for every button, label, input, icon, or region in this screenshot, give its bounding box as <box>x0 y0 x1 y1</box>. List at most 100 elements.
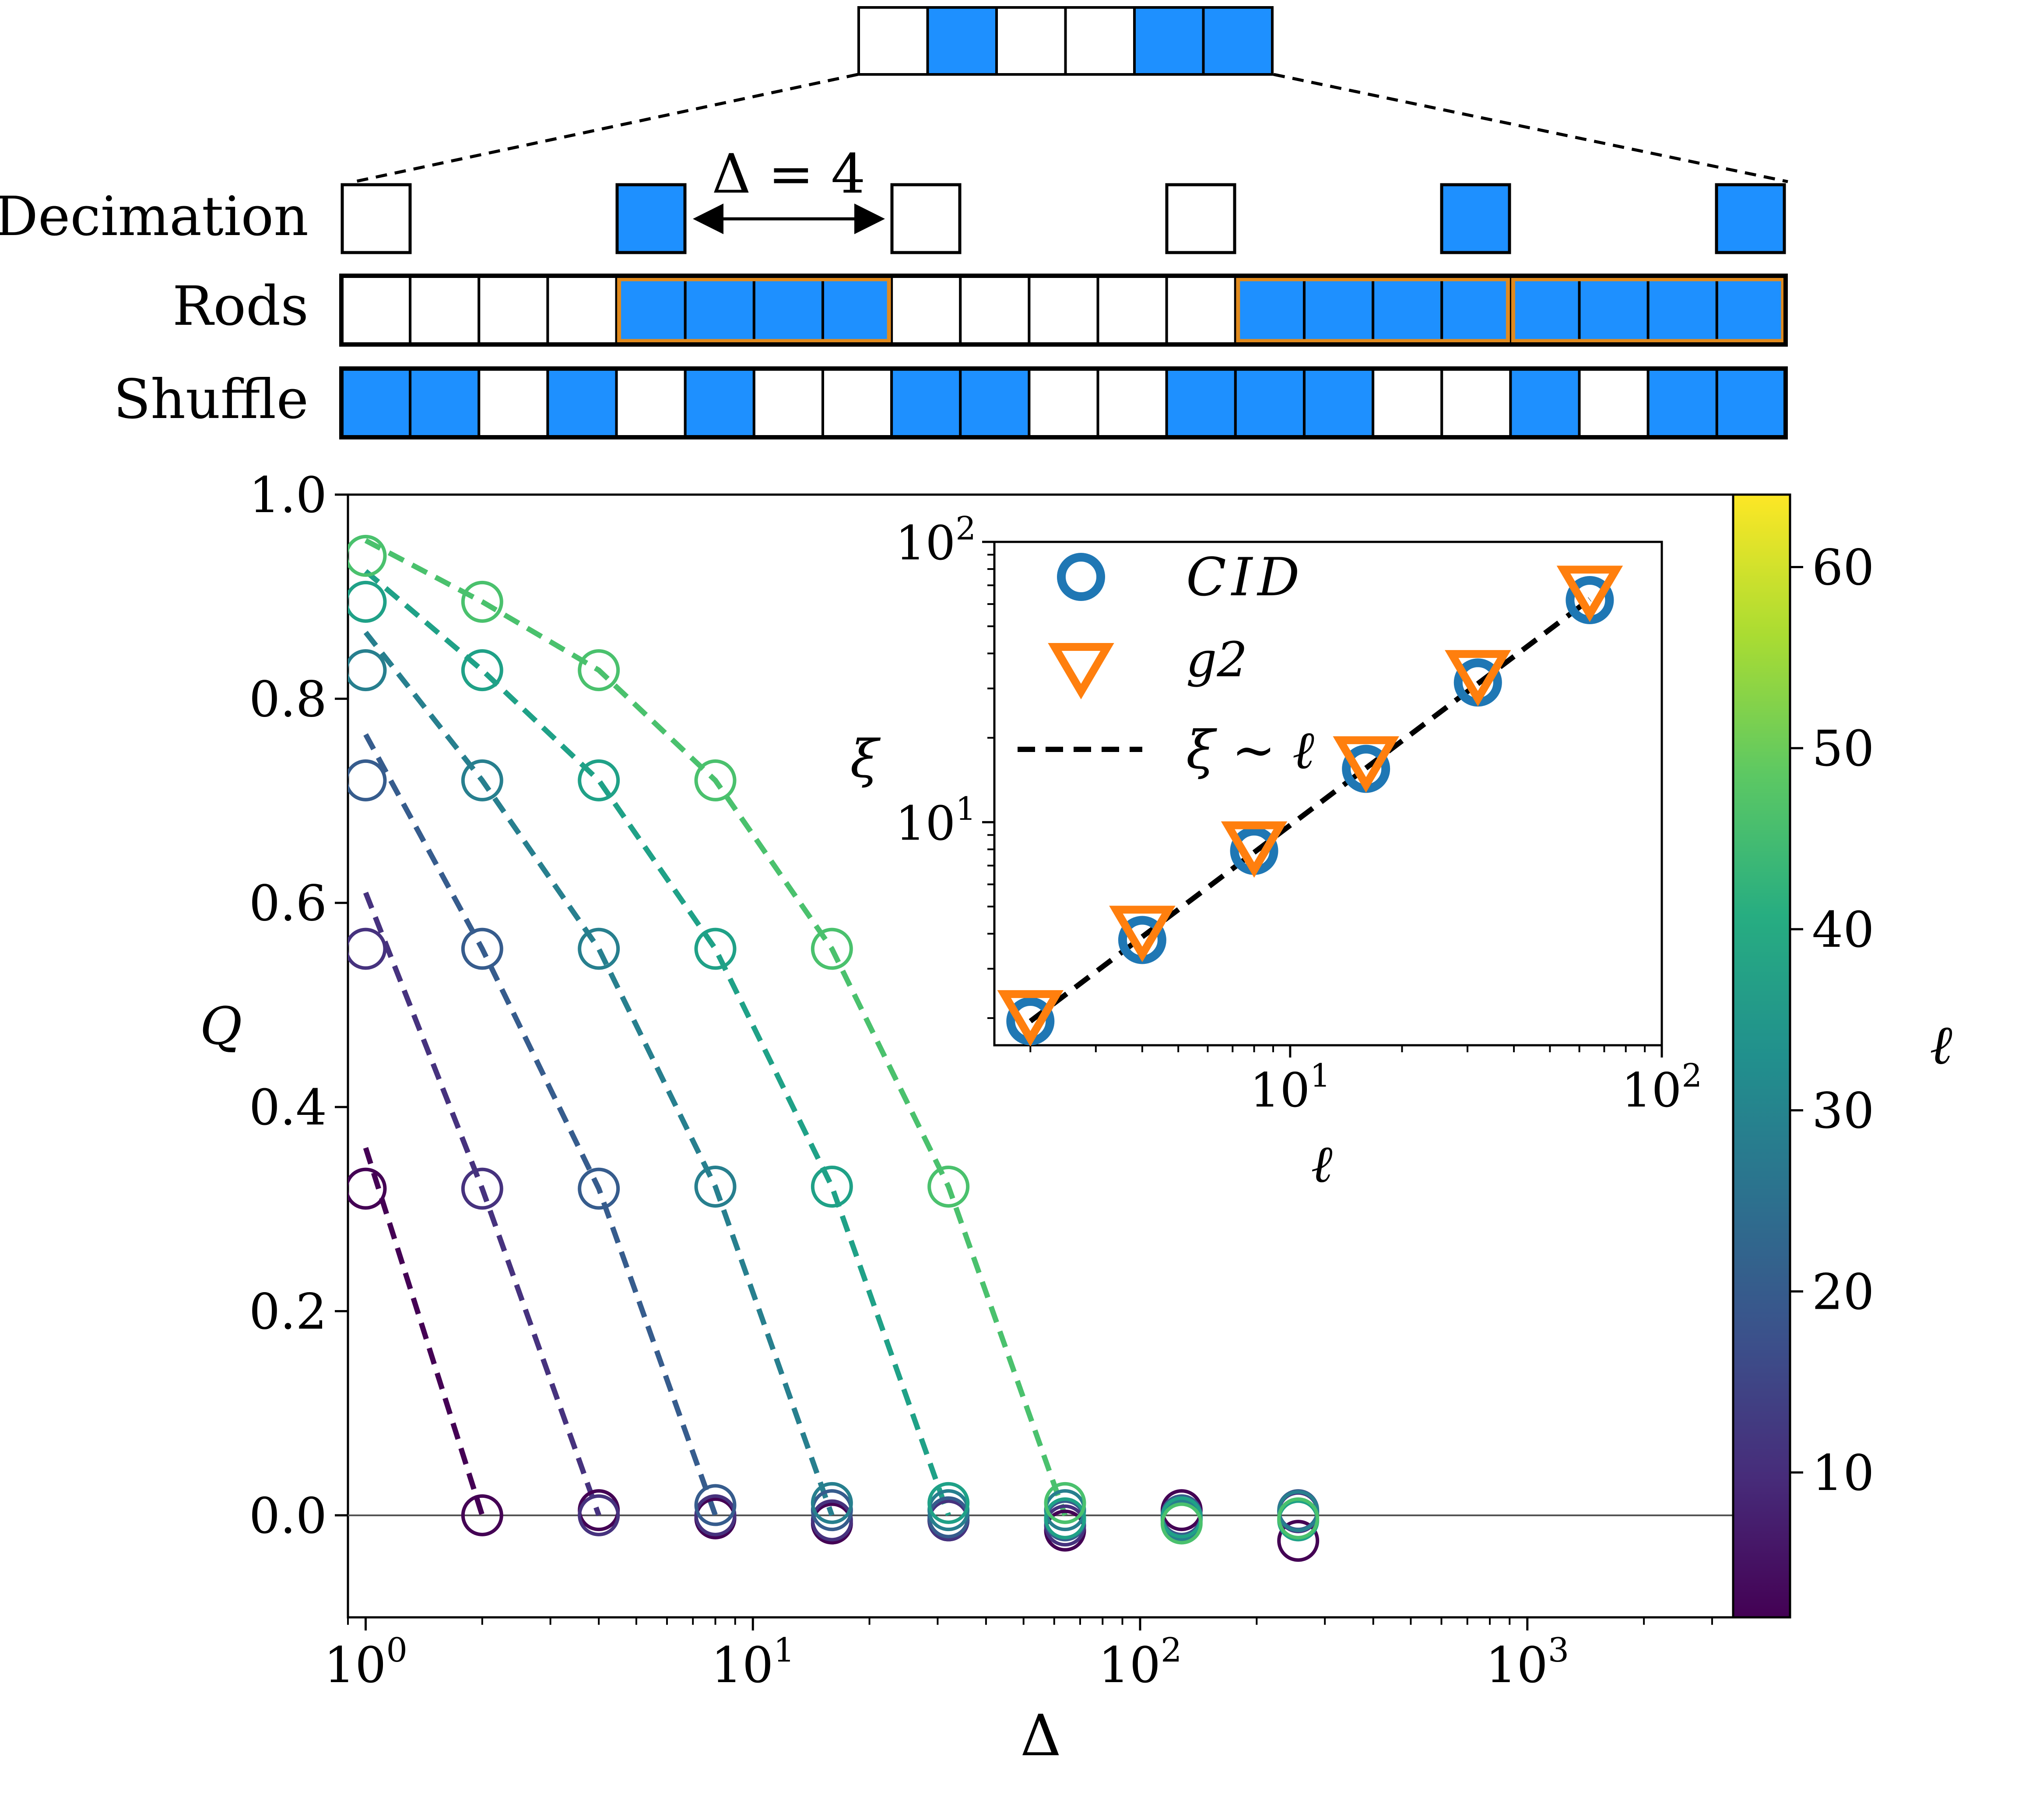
data-point-ell-16 <box>348 649 387 692</box>
rods-cell <box>1234 274 1306 346</box>
data-point-ell-2 <box>348 1167 387 1210</box>
rods-cell <box>752 274 824 346</box>
rods-cell <box>1646 274 1718 346</box>
data-point-ell-2 <box>461 1494 503 1536</box>
data-point-ell-2 <box>1277 1520 1320 1562</box>
data-point-ell-32 <box>348 580 387 623</box>
main-y-tick-label: 1.0 <box>249 467 327 524</box>
shuffle-cell <box>1715 367 1787 439</box>
inset-y-axis-label: ξ <box>850 729 881 789</box>
main-x-tick-label: 102 <box>1099 1630 1182 1694</box>
data-point-ell-32 <box>461 649 503 692</box>
decimation-cell <box>615 183 687 254</box>
colorbar: 10 20 30 40 50 60 ℓ <box>1732 493 1952 1619</box>
colorbar-gradient <box>1732 493 1791 1619</box>
rods-cell <box>1440 274 1512 346</box>
zoom-line-right <box>1273 73 1788 183</box>
legend-label-scaling: ξ ∼ ℓ <box>1186 720 1314 781</box>
main-y-tick-label: 0.6 <box>249 875 327 932</box>
fit-curve-ell-32 <box>364 569 951 1516</box>
main-x-tick-label: 103 <box>1485 1630 1569 1694</box>
fit-curve-ell-16 <box>363 631 835 1516</box>
rod-outline <box>1511 277 1785 343</box>
data-point-ell-16 <box>461 759 503 801</box>
legend-label-cid: CID <box>1186 547 1305 608</box>
colorbar-tick-label: 20 <box>1812 1264 1875 1321</box>
inset-g2-point <box>1445 650 1511 706</box>
rods-cell <box>409 274 481 346</box>
data-point-ell-64 <box>811 928 853 970</box>
top-cell <box>926 6 998 76</box>
inset-g2-point <box>997 990 1064 1047</box>
zoom-lines <box>354 73 1788 183</box>
rods-cell <box>1028 274 1099 346</box>
data-point-ell-64 <box>927 1165 970 1208</box>
shuffle-row <box>339 366 1788 439</box>
main-y-ticks: 0.0 0.2 0.4 0.6 0.8 1.0 <box>249 467 348 1545</box>
shuffle-cell <box>1646 367 1718 439</box>
shuffle-cell <box>615 367 687 439</box>
shuffle-cell <box>821 367 893 439</box>
rods-cell <box>546 274 618 346</box>
colorbar-label: ℓ <box>1930 1014 1952 1077</box>
data-point-ell-16 <box>578 928 620 970</box>
data-point-ell-32 <box>694 928 737 970</box>
shuffle-cell <box>1509 367 1581 439</box>
shuffle-cell <box>890 367 962 439</box>
main-y-tick-label: 0.4 <box>249 1079 327 1136</box>
rods-cell <box>615 274 687 346</box>
colorbar-tick-label: 50 <box>1812 720 1875 777</box>
fit-curve-ell-4 <box>363 892 601 1516</box>
inset-g2-point <box>1333 736 1399 793</box>
shuffle-cell <box>752 367 824 439</box>
inset-legend: CID g2 ξ ∼ ℓ <box>1018 547 1314 781</box>
data-point-ell-64 <box>578 649 620 692</box>
top-cell <box>995 6 1067 76</box>
main-fit-curves <box>363 538 1068 1516</box>
shuffle-cell <box>1578 367 1650 439</box>
data-point-ell-4 <box>348 928 387 970</box>
inset-series <box>997 566 1623 1047</box>
inset-x-tick-label: 102 <box>1622 1058 1702 1118</box>
data-point-ell-64 <box>348 534 387 577</box>
rods-cell <box>1509 274 1581 346</box>
shuffle-cell <box>1302 367 1375 439</box>
decimation-cell <box>1165 183 1236 254</box>
data-point-ell-64 <box>461 580 503 623</box>
shuffle-cell <box>684 367 755 439</box>
data-point-ell-8 <box>578 1167 620 1210</box>
fit-curve-ell-8 <box>363 733 718 1516</box>
shuffle-cell <box>959 367 1031 439</box>
rods-cell <box>1096 274 1168 346</box>
main-plot: 100 101 102 103 0.0 0.2 0.4 0.6 0.8 1.0 Δ Q <box>200 467 1734 1769</box>
colorbar-tick-label: 60 <box>1812 539 1875 596</box>
inset-plot: 101 102 101 102 ℓ ξ CID g2 ξ ∼ ℓ <box>850 510 1703 1194</box>
inset-x-tick-label: 101 <box>1250 1058 1330 1118</box>
main-y-tick-label: 0.2 <box>249 1283 327 1340</box>
shuffle-cell <box>409 367 481 439</box>
rods-row <box>339 274 1788 347</box>
rods-cell <box>340 274 412 346</box>
data-point-ell-32 <box>927 1482 970 1524</box>
data-point-ell-32 <box>1044 1497 1086 1539</box>
inset-y-tick-label: 101 <box>895 791 976 851</box>
rods-cell <box>684 274 755 346</box>
delta-label: Δ = 4 <box>712 143 865 206</box>
rods-cell <box>477 274 549 346</box>
data-point-ell-16 <box>811 1482 853 1524</box>
shuffle-cell <box>340 367 412 439</box>
main-y-tick-label: 0.0 <box>249 1488 327 1545</box>
rods-cell <box>890 274 962 346</box>
data-point-ell-32 <box>811 1165 853 1208</box>
shuffle-frame <box>339 366 1788 439</box>
fit-curve-ell-64 <box>364 538 1068 1516</box>
shuffle-cell <box>1440 367 1512 439</box>
top-cell <box>1133 6 1205 76</box>
rods-cell <box>959 274 1031 346</box>
data-point-ell-8 <box>461 928 503 970</box>
rods-cell <box>1715 274 1787 346</box>
row-label-shuffle: Shuffle <box>113 368 309 431</box>
rods-cell <box>1578 274 1650 346</box>
data-point-ell-64 <box>1160 1502 1203 1545</box>
